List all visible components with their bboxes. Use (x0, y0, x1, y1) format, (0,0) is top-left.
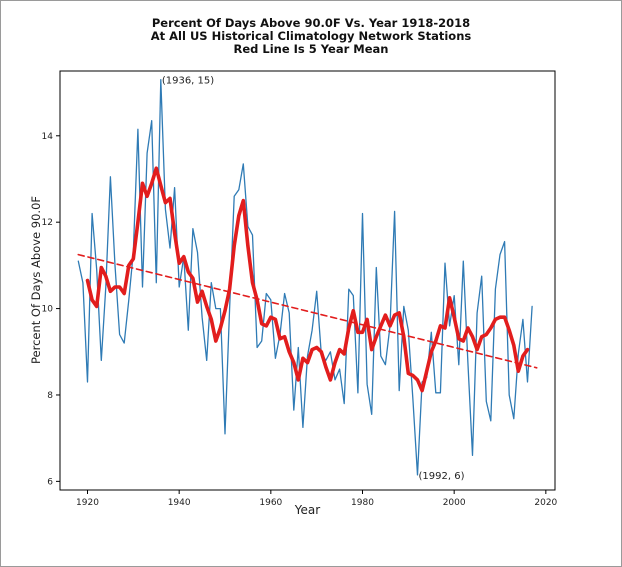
series-layer (77, 78, 538, 476)
y-tick-label: 6 (47, 477, 53, 487)
y-tick-label: 8 (47, 391, 53, 401)
chart-title: Percent Of Days Above 90.0F Vs. Year 191… (0, 17, 622, 56)
title-line-1: Percent Of Days Above 90.0F Vs. Year 191… (151, 16, 471, 30)
annual-series-line (77, 78, 533, 476)
title-line-2: At All US Historical Climatology Network… (150, 29, 472, 43)
x-axis-label: Year (294, 503, 320, 517)
y-tick-label: 12 (42, 218, 53, 228)
x-tick-label: 1920 (76, 498, 99, 508)
title-line-3: Red Line Is 5 Year Mean (233, 42, 389, 56)
y-tick-label: 10 (42, 305, 54, 315)
y-tick-label: 14 (42, 132, 54, 142)
annotation-label: (1936, 15) (162, 76, 214, 87)
five-year-mean-line (85, 166, 530, 393)
trend-line (77, 253, 538, 369)
annotations: (1936, 15) (1992, 6) (162, 76, 465, 482)
plot-area (59, 70, 556, 491)
x-tick-label: 1940 (168, 498, 191, 508)
annotation-label: (1992, 6) (419, 471, 465, 482)
x-axis: 1920 1940 1960 1980 2000 2020 (76, 490, 558, 508)
x-tick-label: 1960 (259, 498, 282, 508)
y-axis-label: Percent Of Days Above 90.0F (29, 196, 43, 364)
x-tick-label: 2000 (443, 498, 466, 508)
y-axis: 6 8 10 12 14 (42, 132, 60, 487)
x-tick-label: 2020 (534, 498, 557, 508)
x-tick-label: 1980 (351, 498, 374, 508)
